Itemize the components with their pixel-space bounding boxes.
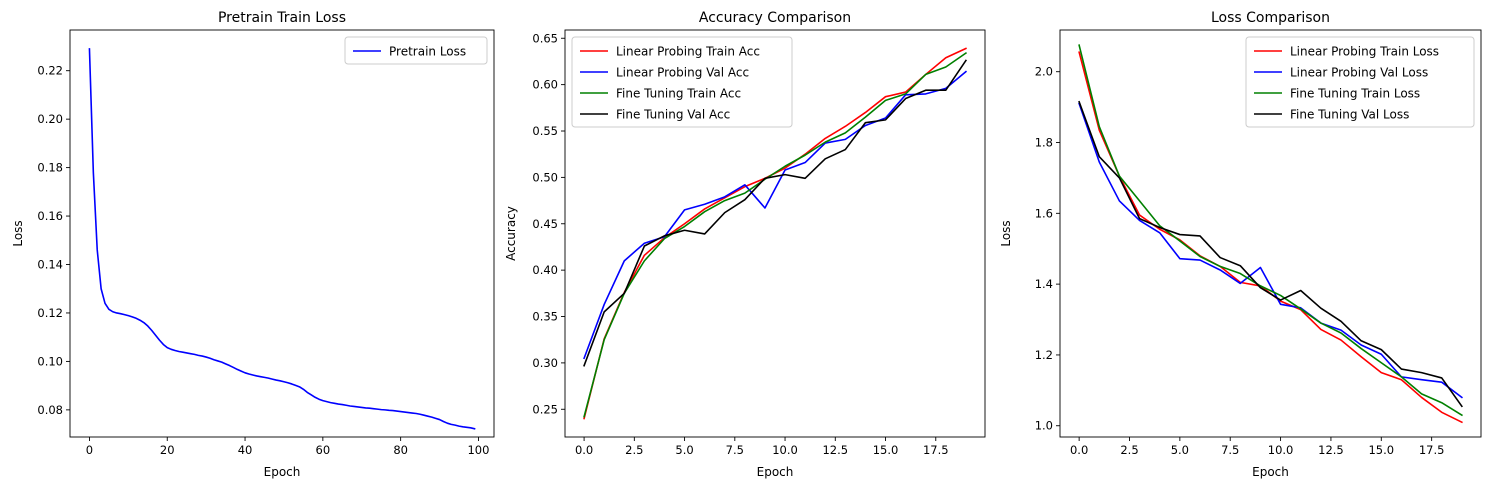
x-tick-label: 12.5	[822, 443, 848, 457]
y-tick-label: 0.20	[37, 112, 63, 126]
x-tick-label: 12.5	[1318, 443, 1344, 457]
series-line-pretrain-loss	[88, 48, 476, 430]
chart-pretrain-train-loss: Pretrain Train Loss 0 20 40 60 80 100 0.08 0.10 0…	[11, 10, 495, 479]
legend-label: Linear Probing Val Acc	[616, 66, 749, 80]
legend-label: Linear Probing Train Loss	[1290, 45, 1439, 59]
x-tick-label: 15.0	[1368, 443, 1394, 457]
series-line-fine-tuning-val-loss	[1078, 100, 1463, 408]
y-tick-label: 0.45	[532, 217, 558, 231]
series-group	[88, 48, 476, 430]
y-tick-label: 0.35	[532, 310, 558, 324]
x-tick-label: 7.5	[1221, 443, 1239, 457]
axes-frame	[564, 29, 986, 438]
legend-label: Linear Probing Train Acc	[616, 45, 760, 59]
y-tick-label: 1.4	[1035, 277, 1053, 291]
x-tick-label: 17.5	[923, 443, 949, 457]
x-tick-label: 0	[86, 443, 93, 457]
legend-box	[1245, 36, 1475, 128]
x-tick-label: 40	[238, 443, 253, 457]
y-tick-label: 1.0	[1035, 419, 1053, 433]
y-tick-label: 2.0	[1035, 65, 1053, 79]
x-tick-label: 17.5	[1419, 443, 1445, 457]
series-line-fine-tuning-train-acc	[583, 51, 968, 418]
series-line-linear-probing-val-acc	[583, 70, 968, 360]
y-tick-label: 0.16	[37, 209, 63, 223]
x-tick-label: 2.5	[625, 443, 643, 457]
x-tick-label: 5.0	[675, 443, 693, 457]
series-line-fine-tuning-val-acc	[583, 59, 968, 367]
y-tick-label: 0.12	[37, 306, 63, 320]
x-tick-label: 10.0	[1268, 443, 1294, 457]
x-tick-label: 5.0	[1171, 443, 1189, 457]
chart-loss-comparison: Loss Comparison 0.0 2.5 5.0 7.5 10.0 12.5 15.0 1…	[999, 10, 1482, 479]
x-tick-label: 10.0	[772, 443, 798, 457]
legend-box	[571, 36, 793, 128]
y-tick-label: 0.18	[37, 161, 63, 175]
x-tick-label: 0.0	[575, 443, 593, 457]
x-tick-label: 80	[393, 443, 408, 457]
axes-frame	[69, 29, 495, 438]
y-tick-label: 1.6	[1035, 206, 1053, 220]
legend: Linear Probing Train Loss Linear Probing …	[1245, 36, 1475, 128]
y-tick-label: 1.8	[1035, 136, 1053, 150]
series-group	[583, 47, 968, 420]
legend-box	[344, 36, 488, 65]
y-tick-label: 0.40	[532, 263, 558, 277]
legend: Pretrain Loss	[344, 36, 488, 65]
y-axis-label: Loss	[11, 220, 25, 246]
legend-label: Fine Tuning Val Acc	[616, 108, 730, 122]
y-tick-label: 0.08	[37, 403, 63, 417]
x-tick-label: 7.5	[726, 443, 744, 457]
axes-frame	[1059, 29, 1482, 438]
y-tick-label: 0.65	[532, 31, 558, 45]
x-axis-label: Epoch	[757, 465, 794, 479]
legend-label: Fine Tuning Train Loss	[1290, 87, 1420, 101]
x-tick-label: 60	[316, 443, 331, 457]
series-line-linear-probing-val-loss	[1078, 102, 1463, 399]
y-axis-label: Accuracy	[504, 206, 518, 261]
x-axis-label: Epoch	[264, 465, 301, 479]
legend-label: Linear Probing Val Loss	[1290, 66, 1428, 80]
chart-title: Accuracy Comparison	[699, 10, 851, 26]
x-tick-label: 15.0	[873, 443, 899, 457]
legend-label: Fine Tuning Train Acc	[616, 87, 741, 101]
series-line-fine-tuning-train-loss	[1078, 44, 1463, 417]
x-tick-label: 20	[160, 443, 175, 457]
y-tick-label: 0.25	[532, 402, 558, 416]
y-axis-label: Loss	[999, 220, 1013, 246]
chart-title: Pretrain Train Loss	[218, 10, 346, 26]
x-tick-label: 100	[467, 443, 489, 457]
x-tick-label: 2.5	[1120, 443, 1138, 457]
legend-label: Fine Tuning Val Loss	[1290, 108, 1409, 122]
y-tick-label: 0.22	[37, 64, 63, 78]
chart-title: Loss Comparison	[1211, 10, 1330, 26]
y-tick-label: 0.55	[532, 124, 558, 138]
y-tick-label: 0.30	[532, 356, 558, 370]
y-tick-label: 0.60	[532, 78, 558, 92]
chart-accuracy-comparison: Accuracy Comparison 0.0 2.5 5.0 7.5 10.0 12.5 1…	[504, 10, 986, 479]
legend-label: Pretrain Loss	[389, 45, 466, 59]
y-tick-label: 0.14	[37, 258, 63, 272]
y-tick-label: 1.2	[1035, 348, 1053, 362]
x-axis-label: Epoch	[1252, 465, 1289, 479]
series-group	[1078, 44, 1463, 424]
y-tick-label: 0.50	[532, 170, 558, 184]
legend: Linear Probing Train Acc Linear Probing V…	[571, 36, 793, 128]
y-tick-label: 0.10	[37, 354, 63, 368]
x-tick-label: 0.0	[1070, 443, 1088, 457]
